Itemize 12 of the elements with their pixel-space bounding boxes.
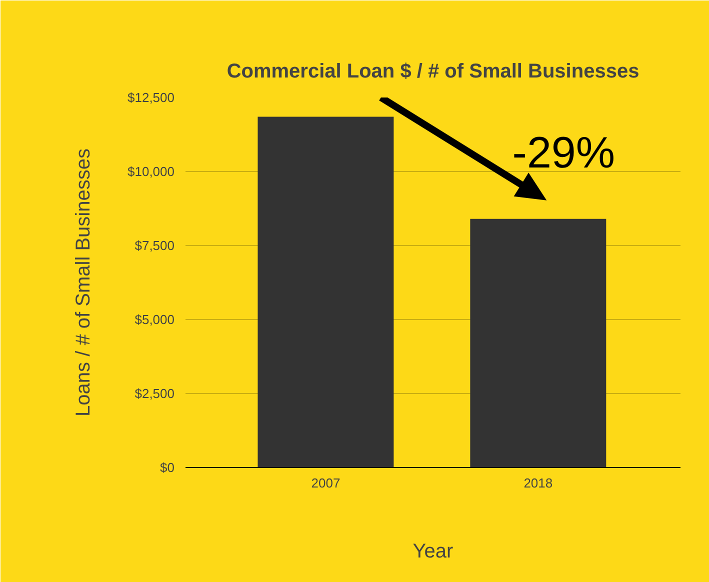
y-tick-label: $2,500 [134,386,175,401]
x-axis-title: Year [412,540,454,562]
x-tick-label: 2018 [524,476,553,490]
y-tick-label: $10,000 [128,164,175,179]
annotation: -29% [512,128,616,178]
y-axis-title: Loans / # of Small Businesses [72,148,95,416]
chart-title: Commercial Loan $ / # of Small Businesses [226,60,640,82]
y-tick-label: $0 [160,460,175,475]
y-tick-label: $7,500 [134,238,175,253]
y-tick-label: $12,500 [128,90,175,105]
y-tick-label: $5,000 [134,312,175,327]
x-tick-label: 2007 [311,476,340,490]
